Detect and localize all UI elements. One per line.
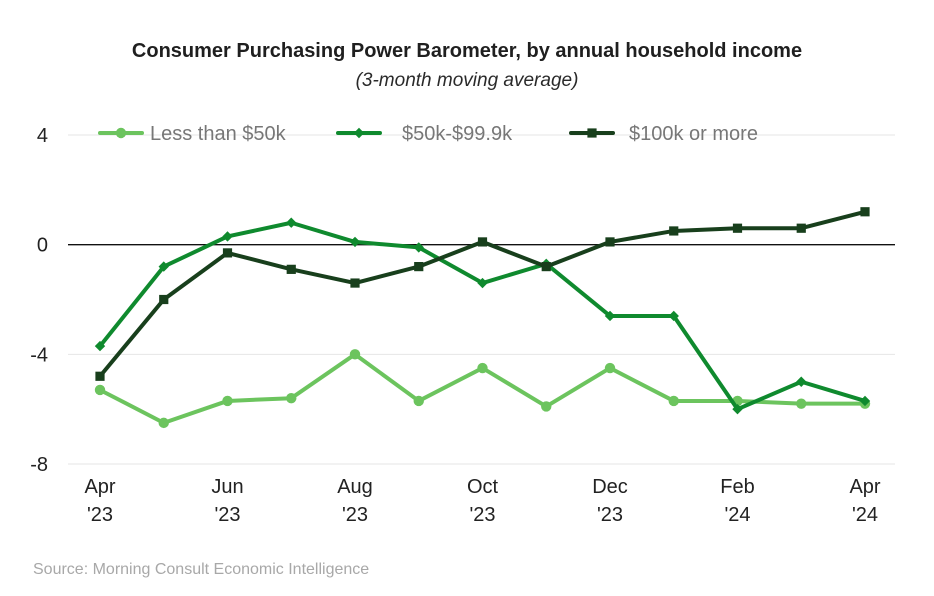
x-tick-label: Apr xyxy=(849,476,880,498)
data-point xyxy=(477,362,488,374)
x-tick-year-label: '23 xyxy=(469,504,495,526)
legend-marker xyxy=(115,127,127,139)
chart-subtitle: (3-month moving average) xyxy=(355,70,579,91)
data-point xyxy=(669,226,679,236)
legend-item: Less than $50k xyxy=(98,123,287,145)
legend-marker xyxy=(353,127,365,139)
data-point xyxy=(796,223,806,233)
legend-label: Less than $50k xyxy=(150,123,287,145)
data-point xyxy=(796,376,807,387)
data-point xyxy=(604,310,616,322)
data-point xyxy=(413,395,424,407)
data-point xyxy=(796,398,807,409)
series-group xyxy=(95,207,870,381)
data-point xyxy=(350,278,360,288)
data-point xyxy=(286,264,296,274)
y-tick-label: -8 xyxy=(30,454,48,476)
y-tick-label: 0 xyxy=(37,235,48,257)
data-point xyxy=(859,395,871,407)
data-point xyxy=(541,262,551,272)
chart-title: Consumer Purchasing Power Barometer, by … xyxy=(131,40,803,62)
y-tick-label: -4 xyxy=(30,344,48,366)
data-point xyxy=(222,248,233,258)
data-point xyxy=(413,242,424,253)
data-point xyxy=(94,340,106,352)
data-point xyxy=(222,395,233,407)
legend-label: $100k or more xyxy=(629,123,758,145)
data-point xyxy=(94,384,106,396)
legend-item: $50k-$99.9k xyxy=(336,123,513,145)
data-point xyxy=(349,349,361,360)
legend-label: $50k-$99.9k xyxy=(402,123,513,145)
data-point xyxy=(732,223,743,233)
data-point xyxy=(159,294,169,305)
y-tick-label: 4 xyxy=(37,125,48,147)
x-tick-year-label: '24 xyxy=(852,504,878,526)
data-point xyxy=(541,401,552,412)
series-line xyxy=(98,209,867,379)
x-tick-label: Feb xyxy=(720,476,754,498)
data-point xyxy=(477,277,488,289)
legend-marker xyxy=(587,128,597,138)
data-point xyxy=(604,362,616,374)
data-point xyxy=(349,236,361,248)
data-point xyxy=(605,237,615,247)
data-point xyxy=(860,207,870,217)
x-tick-year-label: '23 xyxy=(342,504,368,526)
data-point xyxy=(286,217,297,228)
data-point xyxy=(732,403,743,415)
x-tick-label: Jun xyxy=(211,476,243,498)
x-tick-label: Apr xyxy=(84,476,115,498)
data-point xyxy=(286,393,297,404)
series-line xyxy=(98,220,867,412)
data-point xyxy=(95,371,105,381)
data-point xyxy=(668,395,679,407)
source-note: Source: Morning Consult Economic Intelli… xyxy=(33,561,370,578)
data-point xyxy=(222,231,233,242)
x-tick-year-label: '23 xyxy=(597,504,623,526)
data-point xyxy=(668,310,679,322)
x-tick-year-label: '23 xyxy=(214,504,240,526)
series-group xyxy=(94,349,871,429)
data-point xyxy=(477,237,488,247)
x-tick-year-label: '24 xyxy=(724,504,750,526)
series-group xyxy=(94,217,871,415)
data-point xyxy=(158,417,169,429)
x-tick-label: Dec xyxy=(592,476,628,498)
data-point xyxy=(414,262,424,272)
x-tick-year-label: '23 xyxy=(87,504,113,526)
data-point xyxy=(158,261,169,272)
x-tick-label: Oct xyxy=(467,476,499,498)
legend-item: $100k or more xyxy=(569,123,758,145)
x-tick-label: Aug xyxy=(337,476,373,498)
